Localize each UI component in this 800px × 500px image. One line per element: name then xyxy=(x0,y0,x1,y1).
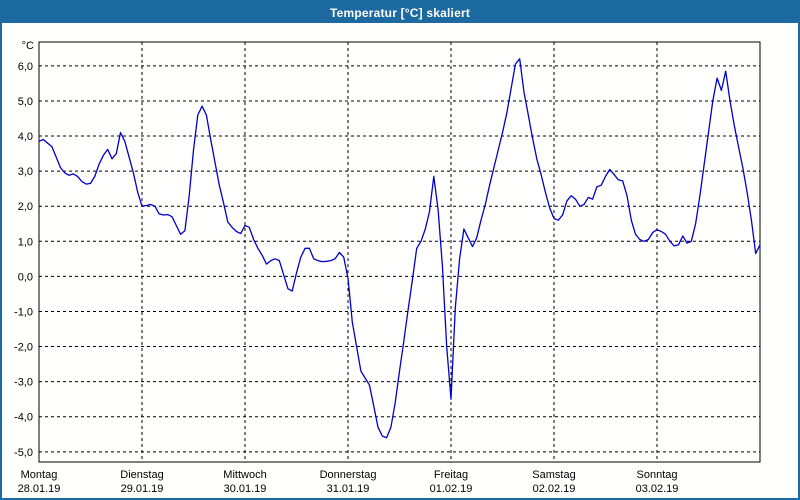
x-day-label: Sonntag xyxy=(637,469,678,481)
x-date-label: 01.02.19 xyxy=(430,483,473,495)
x-date-label: 29.01.19 xyxy=(121,483,164,495)
y-tick-label: 6,0 xyxy=(18,61,33,73)
x-date-label: 30.01.19 xyxy=(224,483,267,495)
x-day-label: Samstag xyxy=(532,469,575,481)
x-date-label: 28.01.19 xyxy=(18,483,61,495)
x-day-label: Freitag xyxy=(434,469,468,481)
y-tick-label: -3,0 xyxy=(14,377,33,389)
x-day-label: Montag xyxy=(21,469,58,481)
y-tick-label: -4,0 xyxy=(14,412,33,424)
y-tick-label: 3,0 xyxy=(18,166,33,178)
x-date-label: 03.02.19 xyxy=(636,483,679,495)
plot-border xyxy=(38,41,761,463)
temperature-line xyxy=(38,58,761,439)
y-tick-label: 2,0 xyxy=(18,201,33,213)
y-tick-label: -5,0 xyxy=(14,447,33,459)
x-date-label: 02.02.19 xyxy=(533,483,576,495)
chart-title: Temperatur [°C] skaliert xyxy=(329,5,471,20)
title-bar: Temperatur [°C] skaliert xyxy=(2,2,798,23)
y-tick-label: 4,0 xyxy=(18,131,33,143)
y-tick-label: -2,0 xyxy=(14,342,33,354)
y-tick-label: -1,0 xyxy=(14,306,33,318)
x-day-label: Dienstag xyxy=(120,469,163,481)
y-tick-label: 5,0 xyxy=(18,96,33,108)
y-tick-label: 1,0 xyxy=(18,236,33,248)
y-tick-label: 0,0 xyxy=(18,271,33,283)
x-day-label: Mittwoch xyxy=(223,469,266,481)
x-day-label: Donnerstag xyxy=(320,469,377,481)
unit-label: °C xyxy=(22,40,34,52)
x-date-label: 31.01.19 xyxy=(327,483,370,495)
temperature-chart: 6,0 5,0 4,0 3,0 2,0 1,0 0,0 -1,0 -2,0 -3,0 -4,0 -5,… xyxy=(2,23,798,498)
